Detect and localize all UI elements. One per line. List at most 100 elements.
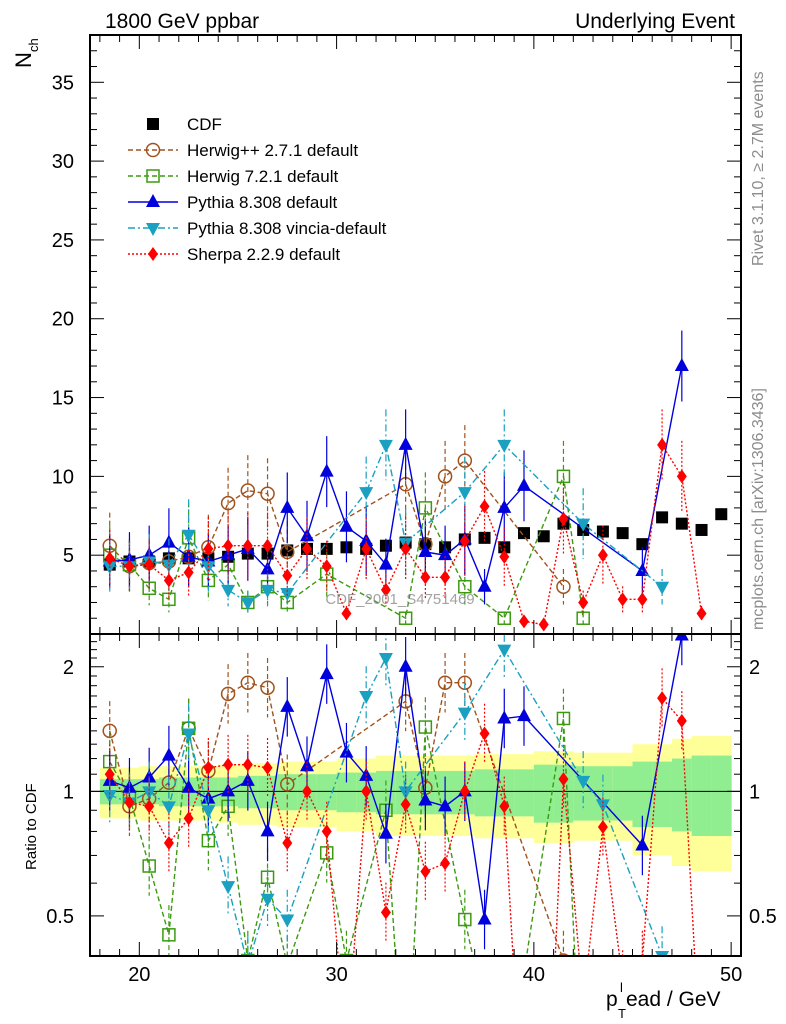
main-point-cdf	[478, 531, 491, 544]
ratio-point-sherpa	[361, 784, 372, 799]
ratio-line-sherpa	[109, 696, 696, 956]
ratio-point-vincia	[181, 728, 196, 742]
y-tick-label: 35	[52, 72, 74, 94]
ratio-point-sherpa	[440, 856, 451, 871]
main-y-label-sub: ch	[26, 38, 41, 52]
x-label-rest: ead / GeV	[626, 988, 721, 1011]
main-point-herwigpp	[437, 469, 453, 484]
ratio-point-herwigpp	[437, 675, 453, 690]
main-point-vincia	[457, 487, 472, 501]
main-point-pythia	[497, 499, 512, 513]
ratio-point-vincia	[398, 786, 413, 800]
main-point-sherpa	[597, 548, 608, 563]
x-label-sup: l	[620, 980, 623, 995]
band-inner	[514, 769, 535, 817]
ratio-point-sherpa	[597, 819, 608, 834]
main-point-sherpa	[223, 538, 234, 553]
ratio-point-herwig7	[162, 928, 176, 942]
main-point-vincia	[497, 439, 512, 453]
ratio-point-sherpa	[183, 811, 194, 826]
ratio-point-herwigpp	[260, 680, 275, 695]
ratio-point-pythia	[517, 708, 531, 722]
main-point-vincia	[181, 529, 196, 543]
y-tick-label: 15	[52, 388, 74, 410]
main-point-sherpa	[242, 538, 253, 553]
band-inner	[316, 774, 338, 811]
main-point-sherpa	[302, 541, 312, 556]
ratio-point-herwigpp	[102, 723, 117, 739]
ratio-panel	[90, 736, 741, 872]
y-tick-label: 30	[52, 151, 74, 173]
main-point-sherpa	[657, 437, 668, 452]
ratio-point-sherpa	[203, 760, 214, 775]
main-point-sherpa	[420, 570, 431, 585]
ratio-point-vincia	[280, 914, 295, 928]
main-point-sherpa	[203, 541, 214, 556]
main-point-cdf	[715, 508, 728, 521]
ratio-point-vincia	[378, 652, 393, 666]
main-point-sherpa	[538, 617, 549, 632]
main-point-herwig7	[497, 611, 512, 625]
ratio-point-herwig7	[281, 959, 293, 971]
main-point-cdf	[636, 538, 649, 551]
legend-entry-pythia: Pythia 8.308 default	[128, 193, 338, 212]
band-inner	[533, 764, 555, 823]
legend-label: Herwig 7.2.1 default	[187, 167, 338, 186]
main-line-pythia	[109, 365, 683, 589]
band-inner	[671, 758, 693, 832]
ratio-point-sherpa	[558, 772, 569, 787]
ratio-point-pythia	[418, 792, 433, 806]
ratio-point-sherpa	[459, 784, 470, 799]
ratio-point-sherpa	[499, 799, 510, 814]
main-point-pythia	[398, 436, 413, 450]
main-point-sherpa	[637, 592, 648, 607]
main-series-herwigpp	[102, 425, 571, 605]
ratio-point-sherpa	[144, 799, 155, 814]
ratio-point-pythia	[438, 798, 453, 812]
ratio-point-sherpa	[302, 784, 312, 799]
ratio-point-pythia	[398, 658, 413, 672]
ratio-point-pythia	[339, 744, 354, 758]
ratio-point-pythia	[635, 837, 650, 851]
ratio-point-pythia	[477, 911, 492, 925]
ratio-point-sherpa	[578, 995, 588, 1009]
ratio-y-tick-label-right: 2	[749, 657, 760, 679]
ratio-point-herwig7	[142, 859, 156, 873]
main-point-vincia	[576, 518, 591, 532]
main-point-vincia	[221, 584, 236, 598]
ratio-point-vincia	[359, 690, 374, 704]
ratio-point-herwig7	[556, 711, 571, 726]
main-point-herwigpp	[220, 495, 236, 511]
mcplots-label: mcplots.cern.ch [arXiv:1306.3436]	[750, 388, 767, 630]
ratio-y-tick-label: 0.5	[46, 906, 74, 928]
main-point-pythia	[319, 463, 334, 477]
ratio-point-herwig7	[458, 912, 472, 927]
main-point-pythia	[418, 544, 433, 558]
ratio-point-herwigpp	[557, 953, 570, 956]
legend-marker-pythia	[146, 194, 160, 207]
main-point-pythia	[280, 499, 295, 513]
main-point-pythia	[477, 578, 492, 592]
ratio-point-pythia	[260, 823, 275, 837]
main-point-cdf	[675, 517, 688, 530]
main-point-sherpa	[341, 606, 352, 621]
ratio-point-herwigpp	[240, 675, 256, 690]
ratio-point-pythia	[319, 666, 334, 680]
main-line-herwigpp	[109, 459, 565, 588]
legend-label: Herwig++ 2.7.1 default	[187, 141, 358, 160]
main-point-cdf	[537, 530, 550, 543]
legend-marker-vincia	[146, 223, 160, 236]
band-inner	[711, 755, 732, 836]
band-inner	[336, 772, 357, 813]
ratio-point-vincia	[241, 960, 255, 973]
ratio-point-sherpa	[400, 797, 411, 812]
main-series-vincia	[102, 409, 670, 615]
main-point-sherpa	[578, 595, 589, 610]
ratio-point-herwigpp	[220, 686, 236, 702]
x-label-p: p	[606, 988, 618, 1011]
ratio-y-label: Ratio to CDF	[23, 783, 40, 870]
band-inner	[277, 774, 298, 811]
ratio-point-sherpa	[282, 836, 293, 851]
main-point-herwig7	[398, 611, 413, 625]
